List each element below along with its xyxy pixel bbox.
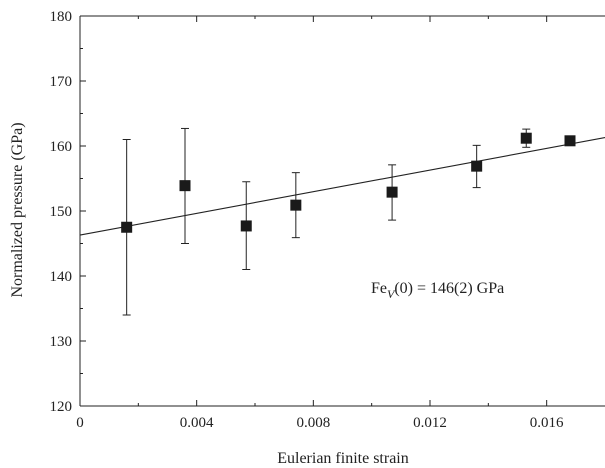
y-tick-label: 120 xyxy=(50,399,73,415)
x-tick-label: 0.012 xyxy=(413,415,447,431)
data-point xyxy=(471,144,483,189)
annotation-suffix: (0) = 146(2) GPa xyxy=(394,280,504,297)
data-point xyxy=(386,164,398,221)
data-point xyxy=(520,128,532,148)
data-point xyxy=(290,172,302,239)
x-axis-ticks: 0 0.004 0.008 0.012 0.016 xyxy=(76,16,564,431)
y-tick-label: 130 xyxy=(50,334,73,350)
y-axis-title: Normalized pressure (GPa) xyxy=(9,122,26,297)
square-marker xyxy=(240,220,252,232)
x-tick-label: 0.004 xyxy=(180,415,214,431)
square-marker xyxy=(386,186,398,198)
fit-line-layer xyxy=(79,137,605,236)
square-marker xyxy=(471,160,483,172)
square-marker xyxy=(290,199,302,211)
data-point xyxy=(121,139,133,316)
y-tick-label: 160 xyxy=(50,139,73,155)
y-tick-label: 140 xyxy=(50,269,73,285)
square-marker xyxy=(520,132,532,144)
annotation-prefix: Fe xyxy=(371,280,387,297)
x-tick-label: 0.016 xyxy=(530,415,564,431)
x-tick-label: 0 xyxy=(76,415,84,431)
data-points-layer xyxy=(121,127,576,316)
x-axis-title: Eulerian finite strain xyxy=(277,450,409,467)
y-tick-label: 180 xyxy=(50,9,73,25)
x-tick-label: 0.008 xyxy=(296,415,330,431)
y-axis-ticks: 120 130 140 150 160 170 180 xyxy=(50,9,86,415)
linear-fit-line xyxy=(79,137,605,236)
plot-frame xyxy=(79,15,605,407)
square-marker xyxy=(121,221,133,233)
fit-annotation: FeV(0) = 146(2) GPa xyxy=(371,280,504,301)
y-tick-label: 150 xyxy=(50,204,73,220)
y-tick-label: 170 xyxy=(50,74,73,90)
square-marker xyxy=(179,180,191,192)
data-point xyxy=(240,181,252,270)
annotation-subscript: V xyxy=(387,287,396,301)
data-point xyxy=(564,135,576,147)
square-marker xyxy=(564,135,576,147)
data-point xyxy=(179,127,191,244)
